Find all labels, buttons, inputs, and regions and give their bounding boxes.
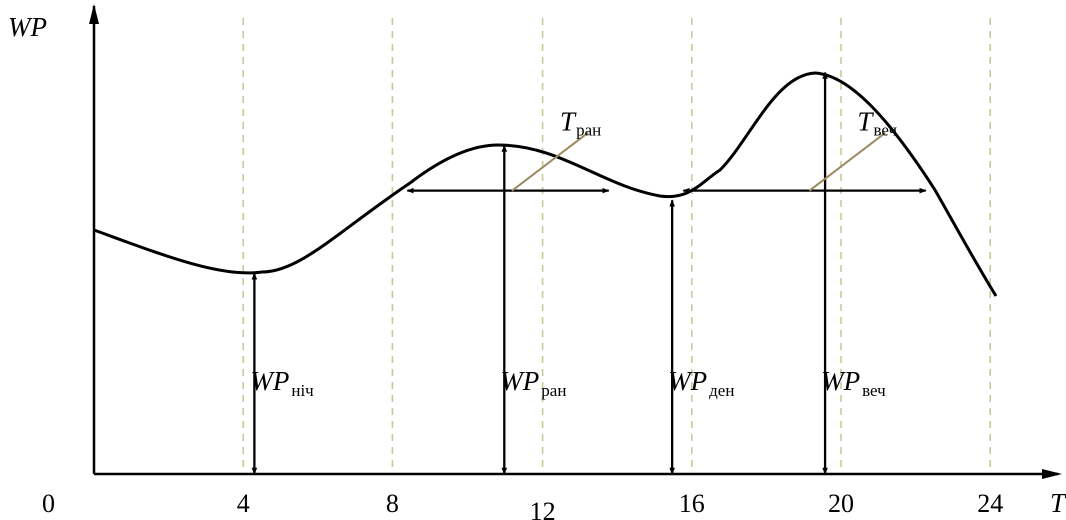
x-tick-16: 16	[679, 489, 705, 518]
y-axis-arrow	[89, 4, 99, 24]
x-tick-4: 4	[237, 489, 250, 518]
interval-arrows: Tран Tвеч	[406, 107, 927, 194]
interval-label-веч: Tвеч	[857, 107, 897, 140]
interval-label-ран: Tран	[560, 107, 601, 140]
leader-line-веч	[808, 131, 887, 192]
data-curve	[93, 71, 998, 297]
x-tick-24: 24	[977, 489, 1003, 518]
origin-label: 0	[42, 489, 55, 518]
level-label-ніч: WP ніч	[250, 366, 314, 400]
y-axis-label: WP	[8, 12, 47, 42]
x-tick-labels: 4 8 12 16 20 24	[237, 489, 1004, 520]
level-label-веч: WP веч	[821, 366, 886, 400]
level-label-ран: WP ран	[500, 366, 566, 400]
x-tick-20: 20	[828, 489, 854, 518]
level-label-ден: WP ден	[668, 366, 734, 400]
grid-lines	[242, 18, 992, 474]
level-arrows: WP ніч WP ран WP ден WP веч	[250, 71, 886, 475]
x-axis-arrow	[1042, 469, 1062, 479]
x-tick-8: 8	[386, 489, 399, 518]
x-axis-label: T	[1050, 488, 1066, 518]
leader-line-ран	[511, 131, 589, 192]
x-tick-12: 12	[530, 497, 556, 520]
